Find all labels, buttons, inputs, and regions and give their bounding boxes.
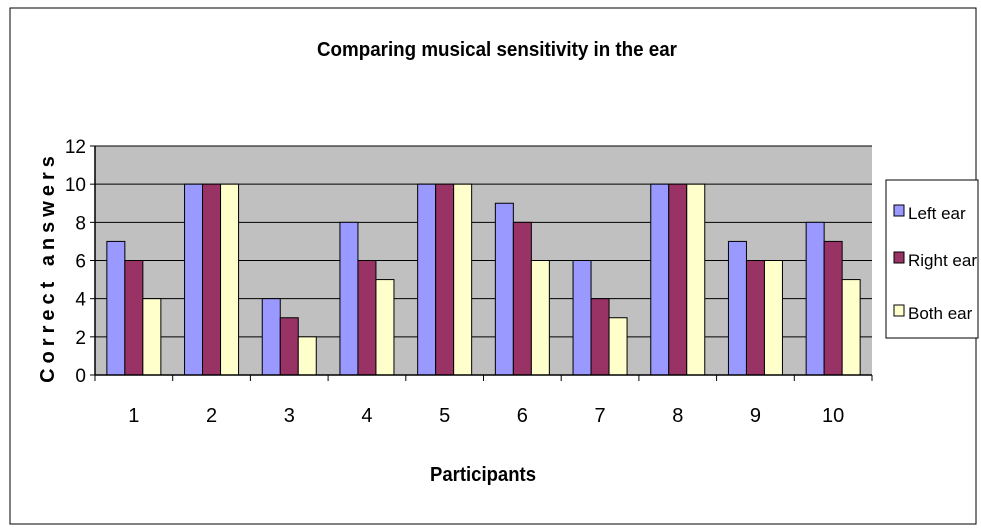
y-tick-labels: 0 2 4 6 8 10 12 (65, 137, 95, 387)
bar-both-ear (220, 183, 240, 376)
x-tick-label: 10 (822, 405, 844, 427)
x-tick-label: 9 (750, 405, 761, 427)
bar-right-ear (435, 183, 455, 376)
x-tick-label: 7 (594, 405, 605, 427)
y-axis-label: Correct answers (37, 151, 59, 383)
y-tick-label: 0 (75, 366, 86, 387)
x-tick-label: 4 (361, 405, 372, 427)
x-tick-label: 5 (439, 405, 450, 427)
legend-swatch (893, 204, 905, 217)
legend-swatch (893, 304, 905, 317)
x-tick-labels: 1 2 3 4 5 6 7 8 9 10 (94, 375, 873, 427)
bar-left-ear (572, 260, 592, 376)
bar-both-ear (453, 183, 473, 376)
bar-left-ear (727, 240, 747, 376)
y-tick-label: 6 (75, 252, 86, 273)
bar-left-ear (494, 202, 514, 376)
y-tick-label: 10 (65, 175, 86, 196)
bar-both-ear (763, 260, 783, 376)
bar-left-ear (650, 183, 670, 376)
legend-swatch (893, 251, 905, 264)
legend-label: Left ear (908, 204, 966, 223)
y-tick-label: 4 (75, 290, 86, 311)
x-tick-label: 6 (517, 405, 528, 427)
legend-label: Right ear (908, 251, 977, 270)
y-tick-label: 12 (65, 137, 86, 158)
bar-left-ear (261, 298, 281, 376)
chart-title: Comparing musical sensitivity in the ear (317, 39, 677, 61)
bar-both-ear (297, 336, 317, 376)
x-tick-label: 1 (128, 405, 139, 427)
bar-both-ear (375, 279, 395, 376)
bar-right-ear (202, 183, 222, 376)
bar-both-ear (142, 298, 162, 376)
x-axis-label: Participants (430, 464, 536, 486)
bar-left-ear (184, 183, 204, 376)
legend: Left ear Right ear Both ear (885, 179, 979, 339)
bar-right-ear (512, 221, 532, 376)
y-tick-label: 2 (75, 328, 86, 349)
bar-both-ear (608, 317, 628, 376)
bar-both-ear (686, 183, 706, 376)
bar-right-ear (745, 260, 765, 376)
bar-both-ear (530, 260, 550, 376)
bar-right-ear (357, 260, 377, 376)
legend-label: Both ear (908, 304, 973, 323)
x-tick-label: 2 (206, 405, 217, 427)
bar-both-ear (841, 279, 861, 376)
y-tick-label: 8 (75, 213, 86, 234)
bar-right-ear (124, 260, 144, 376)
bar-right-ear (668, 183, 688, 376)
bar-right-ear (590, 298, 610, 376)
bar-left-ear (417, 183, 437, 376)
bar-left-ear (339, 221, 359, 376)
x-tick-label: 3 (284, 405, 295, 427)
bar-left-ear (106, 240, 126, 376)
bar-left-ear (805, 221, 825, 376)
bars (106, 183, 861, 376)
bar-right-ear (279, 317, 299, 376)
bar-right-ear (823, 240, 843, 376)
x-tick-label: 8 (672, 405, 683, 427)
